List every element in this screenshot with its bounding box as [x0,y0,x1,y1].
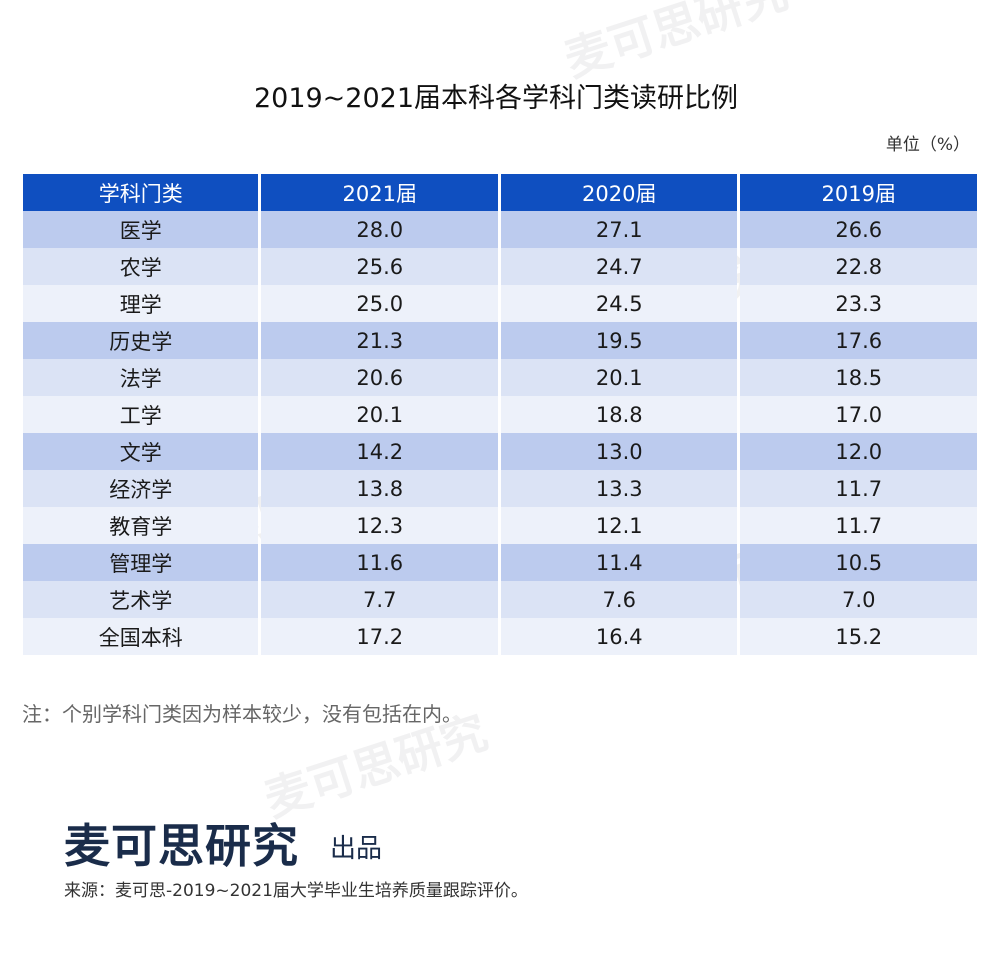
source-citation: 来源：麦可思-2019~2021届大学毕业生培养质量跟踪评价。 [64,881,528,901]
category-cell: 工学 [23,396,259,433]
brand-logo-text: 麦可思研究 [64,819,299,873]
table-row: 管理学 11.6 11.4 10.5 [23,544,977,581]
value-cell: 14.2 [261,433,498,470]
value-cell: 13.8 [261,470,498,507]
table-header-row: 学科门类 2021届 2020届 2019届 [23,174,977,211]
value-cell: 7.0 [740,581,977,618]
value-cell: 18.5 [740,359,977,396]
value-cell: 17.0 [740,396,977,433]
table-row: 经济学 13.8 13.3 11.7 [23,470,977,507]
value-cell: 25.6 [261,248,498,285]
category-cell: 管理学 [23,544,259,581]
value-cell: 13.0 [500,433,738,470]
footnote: 注：个别学科门类因为样本较少，没有包括在内。 [22,702,462,726]
value-cell: 10.5 [740,544,977,581]
category-cell: 理学 [23,285,259,322]
value-cell: 20.1 [500,359,738,396]
value-cell: 12.1 [500,507,738,544]
value-cell: 20.6 [261,359,498,396]
value-cell: 24.5 [500,285,738,322]
value-cell: 11.7 [740,470,977,507]
column-header: 2019届 [740,174,977,211]
unit-label: 单位（%） [885,135,970,155]
category-cell: 医学 [23,211,259,248]
category-cell: 教育学 [23,507,259,544]
table-row: 法学 20.6 20.1 18.5 [23,359,977,396]
table-row: 工学 20.1 18.8 17.0 [23,396,977,433]
value-cell: 17.2 [261,618,498,655]
category-cell: 经济学 [23,470,259,507]
value-cell: 23.3 [740,285,977,322]
column-header: 2020届 [500,174,738,211]
table-row: 理学 25.0 24.5 23.3 [23,285,977,322]
table-body: 医学 28.0 27.1 26.6 农学 25.6 24.7 22.8 理学 25.0 24.5 23… [23,211,977,655]
data-table: 学科门类 2021届 2020届 2019届 医学 28.0 27.1 26.6 农学 2… [20,174,980,655]
category-cell: 法学 [23,359,259,396]
table-row: 医学 28.0 27.1 26.6 [23,211,977,248]
table-row: 历史学 21.3 19.5 17.6 [23,322,977,359]
table-row: 全国本科 17.2 16.4 15.2 [23,618,977,655]
value-cell: 12.3 [261,507,498,544]
value-cell: 21.3 [261,322,498,359]
value-cell: 11.7 [740,507,977,544]
value-cell: 18.8 [500,396,738,433]
table-row: 文学 14.2 13.0 12.0 [23,433,977,470]
table-row: 农学 25.6 24.7 22.8 [23,248,977,285]
produced-label: 出品 [330,834,383,864]
value-cell: 11.6 [261,544,498,581]
category-cell: 农学 [23,248,259,285]
value-cell: 15.2 [740,618,977,655]
value-cell: 16.4 [500,618,738,655]
table-row: 教育学 12.3 12.1 11.7 [23,507,977,544]
value-cell: 11.4 [500,544,738,581]
chart-title: 2019~2021届本科各学科门类读研比例 [253,83,739,114]
value-cell: 7.7 [261,581,498,618]
category-cell: 全国本科 [23,618,259,655]
value-cell: 25.0 [261,285,498,322]
column-header: 2021届 [261,174,498,211]
value-cell: 12.0 [740,433,977,470]
category-cell: 历史学 [23,322,259,359]
column-header: 学科门类 [23,174,259,211]
value-cell: 28.0 [261,211,498,248]
value-cell: 26.6 [740,211,977,248]
value-cell: 22.8 [740,248,977,285]
value-cell: 24.7 [500,248,738,285]
value-cell: 27.1 [500,211,738,248]
value-cell: 13.3 [500,470,738,507]
table-row: 艺术学 7.7 7.6 7.0 [23,581,977,618]
value-cell: 17.6 [740,322,977,359]
category-cell: 文学 [23,433,259,470]
value-cell: 19.5 [500,322,738,359]
value-cell: 7.6 [500,581,738,618]
category-cell: 艺术学 [23,581,259,618]
value-cell: 20.1 [261,396,498,433]
